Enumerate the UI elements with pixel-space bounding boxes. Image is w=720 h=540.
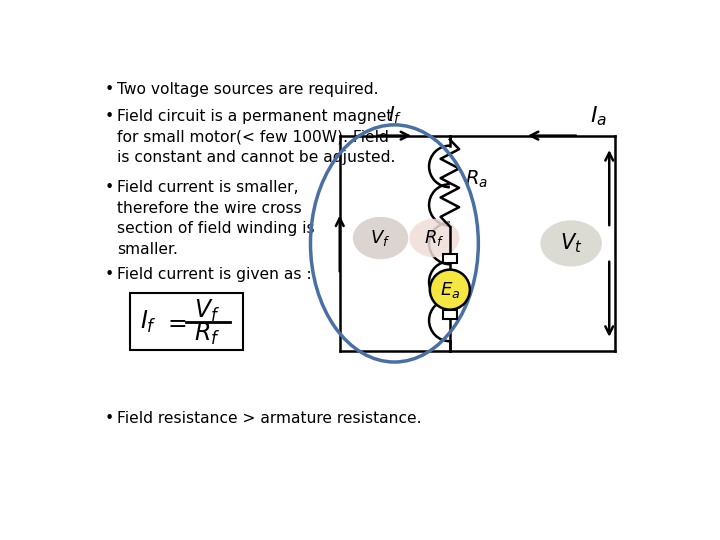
Text: •: • bbox=[105, 411, 114, 426]
Text: $\mathit{I_f}$: $\mathit{I_f}$ bbox=[140, 309, 156, 335]
Text: Field current is given as :: Field current is given as : bbox=[117, 267, 312, 281]
Text: $=$: $=$ bbox=[163, 310, 186, 334]
Bar bbox=[443, 309, 456, 319]
Text: $\mathit{I_a}$: $\mathit{I_a}$ bbox=[590, 104, 608, 128]
Text: $\mathit{R_f}$: $\mathit{R_f}$ bbox=[194, 321, 220, 347]
Text: Field circuit is a permanent magnet
for small motor(< few 100W). Field
is consta: Field circuit is a permanent magnet for … bbox=[117, 110, 395, 165]
Text: $\mathit{R_a}$: $\mathit{R_a}$ bbox=[465, 168, 488, 190]
Text: •: • bbox=[105, 180, 114, 195]
Text: $\mathit{V_t}$: $\mathit{V_t}$ bbox=[560, 232, 582, 255]
Text: $\mathit{V_f}$: $\mathit{V_f}$ bbox=[194, 298, 220, 325]
Text: $\mathit{E_a}$: $\mathit{E_a}$ bbox=[440, 280, 460, 300]
Ellipse shape bbox=[540, 220, 602, 267]
Text: $\mathit{R_f}$: $\mathit{R_f}$ bbox=[424, 228, 445, 248]
Text: •: • bbox=[105, 267, 114, 281]
Ellipse shape bbox=[353, 217, 408, 259]
Text: Field resistance > armature resistance.: Field resistance > armature resistance. bbox=[117, 411, 422, 426]
Text: Two voltage sources are required.: Two voltage sources are required. bbox=[117, 82, 379, 97]
Ellipse shape bbox=[430, 269, 470, 309]
FancyBboxPatch shape bbox=[130, 294, 243, 350]
Text: •: • bbox=[105, 82, 114, 97]
Text: Field current is smaller,
therefore the wire cross
section of field winding is
s: Field current is smaller, therefore the … bbox=[117, 180, 315, 256]
Text: $\mathit{V_f}$: $\mathit{V_f}$ bbox=[370, 228, 391, 248]
Bar bbox=[443, 254, 456, 264]
Text: •: • bbox=[105, 110, 114, 124]
Ellipse shape bbox=[410, 219, 459, 257]
Text: $\mathit{I_f}$: $\mathit{I_f}$ bbox=[387, 105, 402, 126]
